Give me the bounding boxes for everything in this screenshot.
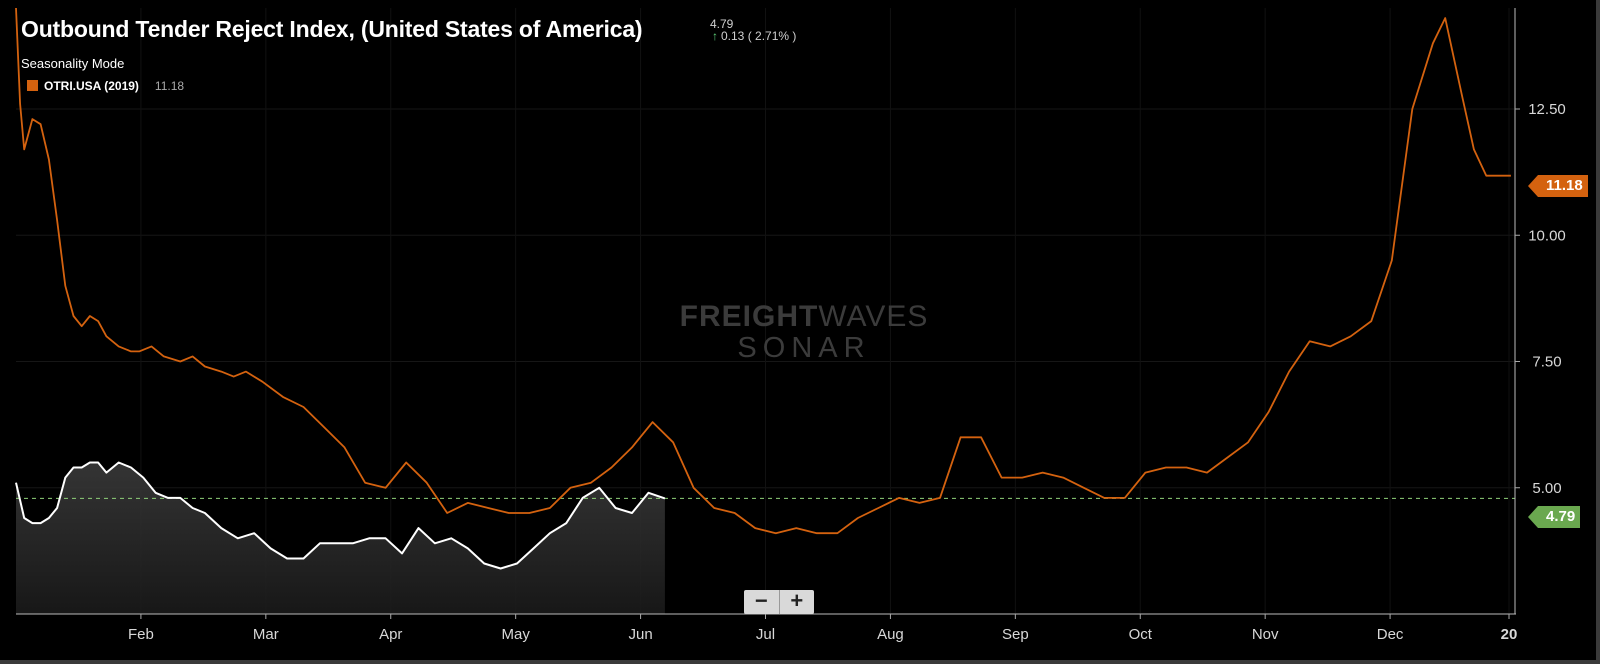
change-indicator: ↑ 0.13 ( 2.71% ) bbox=[712, 29, 796, 43]
last-value-badge-current: 4.79 bbox=[1527, 506, 1581, 528]
series-line-current bbox=[15, 461, 666, 570]
zoom-out-button[interactable]: − bbox=[754, 588, 768, 613]
x-tick-label: Feb bbox=[128, 626, 154, 643]
x-tick-label: Sep bbox=[1002, 626, 1029, 643]
freightwaves-sonar-watermark: FREIGHTWAVES SONAR bbox=[634, 300, 974, 365]
x-tick-label: 20 bbox=[1501, 626, 1518, 643]
y-tick-label: 12.50 bbox=[1528, 101, 1566, 118]
legend-value: 11.18 bbox=[154, 79, 185, 93]
gridlines bbox=[16, 8, 1515, 614]
x-tick-label: May bbox=[501, 626, 530, 643]
series-line-2019 bbox=[15, 7, 1511, 535]
zoom-in-button[interactable]: + bbox=[790, 588, 804, 613]
last-value-badge-2019: 11.18 bbox=[1528, 175, 1588, 197]
x-tick-label: Mar bbox=[253, 626, 279, 643]
up-arrow-icon: ↑ bbox=[712, 29, 718, 43]
x-tick-label: Jul bbox=[756, 626, 775, 643]
y-tick-label: 5.00 bbox=[1532, 480, 1561, 497]
current-series-area bbox=[16, 462, 665, 614]
y-axis-ticks: 5.00 7.50 10.00 12.50 bbox=[1515, 101, 1566, 497]
current-value: 4.79 bbox=[710, 17, 734, 31]
watermark-brand: FREIGHTWAVES bbox=[634, 300, 974, 334]
x-tick-label: Aug bbox=[877, 626, 904, 643]
x-axis-ticks: Feb Mar Apr May Jun Jul Aug Sep Oct Nov Dec 20 bbox=[128, 614, 1517, 643]
watermark-brand-light: WAVES bbox=[818, 300, 929, 333]
legend-swatch bbox=[27, 80, 38, 91]
zoom-divider bbox=[778, 590, 780, 614]
legend-entry[interactable]: OTRI.USA (2019) 11.18 bbox=[27, 79, 184, 93]
watermark-brand-bold: FREIGHT bbox=[679, 300, 819, 333]
x-tick-label: Apr bbox=[379, 626, 402, 643]
x-tick-label: Nov bbox=[1252, 626, 1279, 643]
x-tick-label: Dec bbox=[1377, 626, 1404, 643]
y-tick-label: 10.00 bbox=[1528, 227, 1566, 244]
series-area-current bbox=[16, 462, 665, 614]
watermark-product: SONAR bbox=[737, 332, 871, 364]
change-text: 0.13 ( 2.71% ) bbox=[721, 29, 797, 43]
seasonality-mode-label[interactable]: Seasonality Mode bbox=[21, 56, 125, 71]
x-tick-label: Oct bbox=[1129, 626, 1153, 643]
legend-name: OTRI.USA (2019) bbox=[44, 79, 139, 93]
series-lines bbox=[15, 7, 1511, 570]
zoom-control: − + bbox=[744, 590, 814, 614]
chart-title: Outbound Tender Reject Index, (United St… bbox=[21, 16, 643, 42]
y-tick-label: 7.50 bbox=[1532, 354, 1561, 371]
x-tick-label: Jun bbox=[628, 626, 652, 643]
